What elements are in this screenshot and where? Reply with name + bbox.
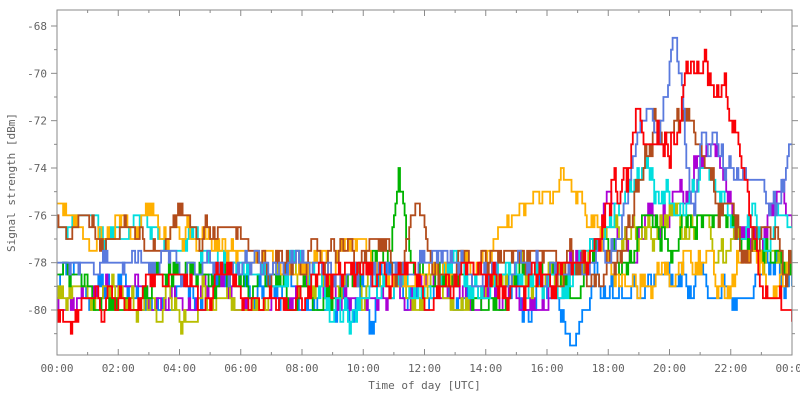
x-tick-label: 06:00: [224, 362, 257, 375]
x-tick-label: 20:00: [653, 362, 686, 375]
x-tick-label: 08:00: [285, 362, 318, 375]
x-tick-label: 02:00: [102, 362, 135, 375]
y-tick-label: -70: [27, 67, 47, 80]
x-tick-label: 22:00: [714, 362, 747, 375]
series-gold: [57, 167, 792, 300]
x-tick-label: 18:00: [592, 362, 625, 375]
x-axis-title: Time of day [UTC]: [368, 379, 481, 392]
x-tick-label: 04:00: [163, 362, 196, 375]
x-tick-label: 10:00: [347, 362, 380, 375]
y-tick-label: -74: [27, 162, 47, 175]
x-tick-label: 14:00: [469, 362, 502, 375]
y-tick-label: -68: [27, 20, 47, 33]
series-sienna: [57, 107, 792, 288]
series-red: [57, 48, 792, 335]
series-lines: [57, 36, 792, 347]
y-tick-label: -80: [27, 304, 47, 317]
y-tick-label: -76: [27, 209, 47, 222]
axes: 00:00 02:00 04:00 06:00 08:00 10:00 12:00 14:00…: [5, 10, 800, 392]
y-tick-label: -72: [27, 115, 47, 128]
y-tick-label: -78: [27, 257, 47, 270]
x-tick-label: 16:00: [530, 362, 563, 375]
x-tick-label: 00:00: [775, 362, 800, 375]
x-tick-label: 00:00: [40, 362, 73, 375]
y-axis-title: Signal strength [dBm]: [5, 113, 18, 252]
x-tick-label: 12:00: [408, 362, 441, 375]
series-royal-blue: [57, 36, 792, 288]
